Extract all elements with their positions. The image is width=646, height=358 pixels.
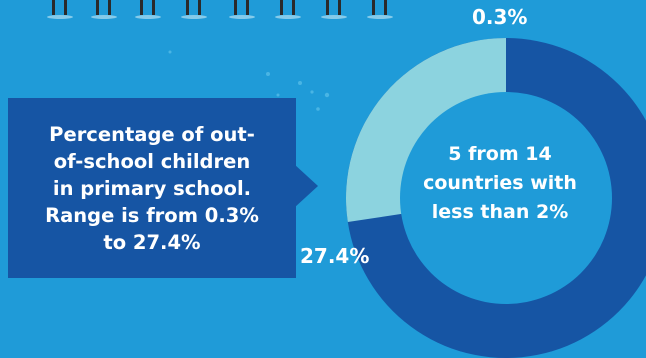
callout-line: Percentage of out-	[49, 122, 255, 146]
callout-line: Range is from 0.3%	[45, 203, 259, 227]
callout-text: Percentage of out- of-school children in…	[45, 121, 259, 256]
callout-line: in primary school.	[52, 176, 252, 200]
callout-line: to 27.4%	[103, 230, 201, 254]
children-figures-decoration	[47, 0, 393, 19]
slice-label-max: 27.4%	[300, 244, 370, 268]
center-text-line: less than 2%	[431, 201, 569, 223]
center-text-line: 5 from 14	[448, 143, 552, 165]
callout-pointer-arrow	[294, 164, 318, 208]
description-callout: Percentage of out- of-school children in…	[8, 98, 296, 278]
donut-hole	[400, 92, 612, 304]
figure-shadows-group	[47, 15, 393, 19]
donut-chart	[346, 38, 646, 358]
center-text-line: countries with	[423, 172, 577, 194]
callout-line: of-school children	[53, 149, 251, 173]
slice-label-min: 0.3%	[472, 5, 528, 29]
figure-legs-group	[52, 0, 387, 15]
donut-center-text: 5 from 14 countries with less than 2%	[400, 140, 600, 227]
